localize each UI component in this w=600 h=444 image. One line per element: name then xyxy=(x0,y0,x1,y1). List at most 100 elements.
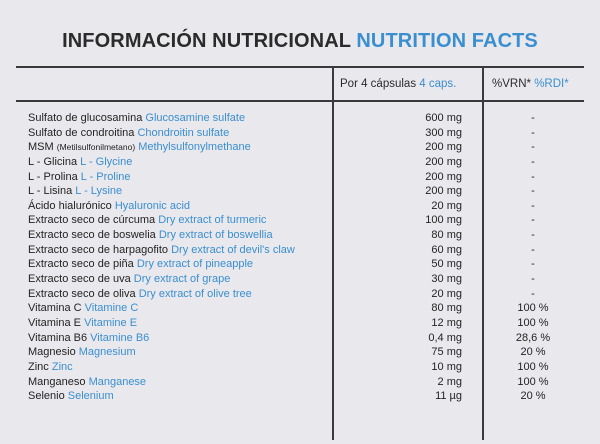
header-per-serving: Por 4 cápsulas 4 caps. xyxy=(340,78,456,90)
ingredient-name: Vitamina E Vitamine E xyxy=(28,316,137,331)
amount-value: 200 mg xyxy=(425,170,462,183)
table-row: Extracto seco de piña Dry extract of pin… xyxy=(0,257,600,272)
ingredient-name-es: Extracto seco de cúrcuma xyxy=(28,214,156,227)
vrn-value: 100 % xyxy=(517,302,549,315)
ingredient-name-es: Vitamina B6 xyxy=(28,331,88,344)
ingredient-name: Extracto seco de cúrcuma Dry extract of … xyxy=(28,213,266,228)
table-row: MSM (Metilsulfonilmetano) Methylsulfonyl… xyxy=(0,140,600,155)
vrn-value: - xyxy=(531,199,535,212)
vrn-value: - xyxy=(531,126,535,139)
ingredient-name-en: Vitamine E xyxy=(84,316,138,329)
table-row: Extracto seco de cúrcuma Dry extract of … xyxy=(0,213,600,228)
ingredient-name-es: Extracto seco de harpagofito xyxy=(28,243,169,256)
ingredient-name-en: Hyaluronic acid xyxy=(114,199,191,212)
ingredient-name-es: Extracto seco de boswelia xyxy=(28,229,156,242)
ingredient-name-en: Zinc xyxy=(51,360,73,373)
table-row: L - Prolina L - Proline 200 mg - xyxy=(0,170,600,185)
table-row: Manganeso Manganese 2 mg 100 % xyxy=(0,375,600,390)
ingredient-name: Magnesio Magnesium xyxy=(28,345,136,360)
table-row: Vitamina E Vitamine E 12 mg 100 % xyxy=(0,316,600,331)
header-per-es: Por 4 cápsulas xyxy=(340,78,417,90)
vrn-value: 20 % xyxy=(520,346,546,359)
ingredient-name-en: Dry extract of turmeric xyxy=(158,214,267,227)
ingredient-name-en: Vitamine C xyxy=(84,302,139,315)
ingredient-name-es: L - Glicina xyxy=(28,155,78,168)
ingredient-name-es: Zinc xyxy=(28,360,49,373)
ingredient-name: Extracto seco de boswelia Dry extract of… xyxy=(28,228,273,243)
vrn-value: - xyxy=(531,243,535,256)
vrn-value: - xyxy=(531,185,535,198)
vrn-value: - xyxy=(531,170,535,183)
amount-value: 75 mg xyxy=(431,346,462,359)
ingredient-name-en: Methylsulfonylmethane xyxy=(138,141,251,154)
amount-value: 20 mg xyxy=(431,287,462,300)
top-rule xyxy=(16,66,584,68)
amount-value: 200 mg xyxy=(425,141,462,154)
header-vrn: %VRN* %RDI* xyxy=(492,78,569,90)
ingredient-name-es: Ácido hialurónico xyxy=(28,199,112,212)
ingredient-name-es: Manganeso xyxy=(28,375,86,388)
ingredient-name-es: L - Lisina xyxy=(28,185,73,198)
amount-value: 12 mg xyxy=(431,316,462,329)
ingredient-name: Sulfato de condroitina Chondroitin sulfa… xyxy=(28,126,229,141)
ingredient-name-es: Extracto seco de oliva xyxy=(28,287,136,300)
ingredient-name-en: Selenium xyxy=(67,390,114,403)
ingredient-name-es: Selenio xyxy=(28,390,65,403)
amount-value: 30 mg xyxy=(431,273,462,286)
ingredient-name-en: Chondroitin sulfate xyxy=(137,126,230,139)
vrn-value: 100 % xyxy=(517,360,549,373)
header-rule xyxy=(16,100,584,102)
ingredient-name: Extracto seco de oliva Dry extract of ol… xyxy=(28,287,252,302)
vrn-value: - xyxy=(531,287,535,300)
table-row: Sulfato de condroitina Chondroitin sulfa… xyxy=(0,126,600,141)
table-row: Extracto seco de uva Dry extract of grap… xyxy=(0,272,600,287)
amount-value: 50 mg xyxy=(431,258,462,271)
ingredient-name: Sulfato de glucosamina Glucosamine sulfa… xyxy=(28,111,245,126)
table-row: Extracto seco de harpagofito Dry extract… xyxy=(0,243,600,258)
amount-value: 0,4 mg xyxy=(428,331,462,344)
ingredient-name-es: Magnesio xyxy=(28,346,76,359)
table-row: Extracto seco de boswelia Dry extract of… xyxy=(0,228,600,243)
ingredient-name-es: MSM xyxy=(28,141,54,154)
ingredient-name: MSM (Metilsulfonilmetano) Methylsulfonyl… xyxy=(28,140,251,155)
ingredient-name-es: Vitamina E xyxy=(28,316,81,329)
ingredient-name-en: Dry extract of pineapple xyxy=(136,258,254,271)
table-row: Selenio Selenium 11 µg 20 % xyxy=(0,389,600,404)
ingredient-name-en: Manganese xyxy=(88,375,147,388)
ingredient-name: L - Glicina L - Glycine xyxy=(28,155,132,170)
vrn-value: - xyxy=(531,155,535,168)
table-row: Sulfato de glucosamina Glucosamine sulfa… xyxy=(0,111,600,126)
table-row: Magnesio Magnesium 75 mg 20 % xyxy=(0,345,600,360)
ingredient-name: Ácido hialurónico Hyaluronic acid xyxy=(28,199,190,214)
ingredient-name: L - Lisina L - Lysine xyxy=(28,184,122,199)
table-row: Extracto seco de oliva Dry extract of ol… xyxy=(0,287,600,302)
table-row: L - Glicina L - Glycine 200 mg - xyxy=(0,155,600,170)
vrn-value: 28,6 % xyxy=(515,331,551,344)
amount-value: 100 mg xyxy=(425,214,462,227)
amount-value: 80 mg xyxy=(431,302,462,315)
amount-value: 20 mg xyxy=(431,199,462,212)
amount-value: 80 mg xyxy=(431,229,462,242)
table-row: Zinc Zinc 10 mg 100 % xyxy=(0,360,600,375)
vrn-value: - xyxy=(531,141,535,154)
ingredient-name-es: Extracto seco de piña xyxy=(28,258,134,271)
ingredient-name-es: Vitamina C xyxy=(28,302,82,315)
nutrition-table: Sulfato de glucosamina Glucosamine sulfa… xyxy=(0,111,600,404)
table-row: Vitamina B6 Vitamine B6 0,4 mg 28,6 % xyxy=(0,331,600,346)
ingredient-name-en: Glucosamine sulfate xyxy=(145,112,246,124)
amount-value: 300 mg xyxy=(425,126,462,139)
vrn-value: 100 % xyxy=(517,375,549,388)
ingredient-name: Extracto seco de uva Dry extract of grap… xyxy=(28,272,230,287)
amount-value: 10 mg xyxy=(431,360,462,373)
title-spanish: INFORMACIÓN NUTRICIONAL xyxy=(62,30,351,52)
column-divider-amount xyxy=(332,66,334,440)
ingredient-name-en: L - Lysine xyxy=(75,185,123,198)
vrn-value: - xyxy=(531,112,535,124)
vrn-value: - xyxy=(531,229,535,242)
ingredient-name: Manganeso Manganese xyxy=(28,375,146,390)
amount-value: 200 mg xyxy=(425,155,462,168)
ingredient-name: Selenio Selenium xyxy=(28,389,114,404)
table-row: Vitamina C Vitamine C 80 mg 100 % xyxy=(0,301,600,316)
ingredient-name-es: L - Prolina xyxy=(28,170,78,183)
ingredient-name-es: Sulfato de glucosamina xyxy=(28,112,143,124)
